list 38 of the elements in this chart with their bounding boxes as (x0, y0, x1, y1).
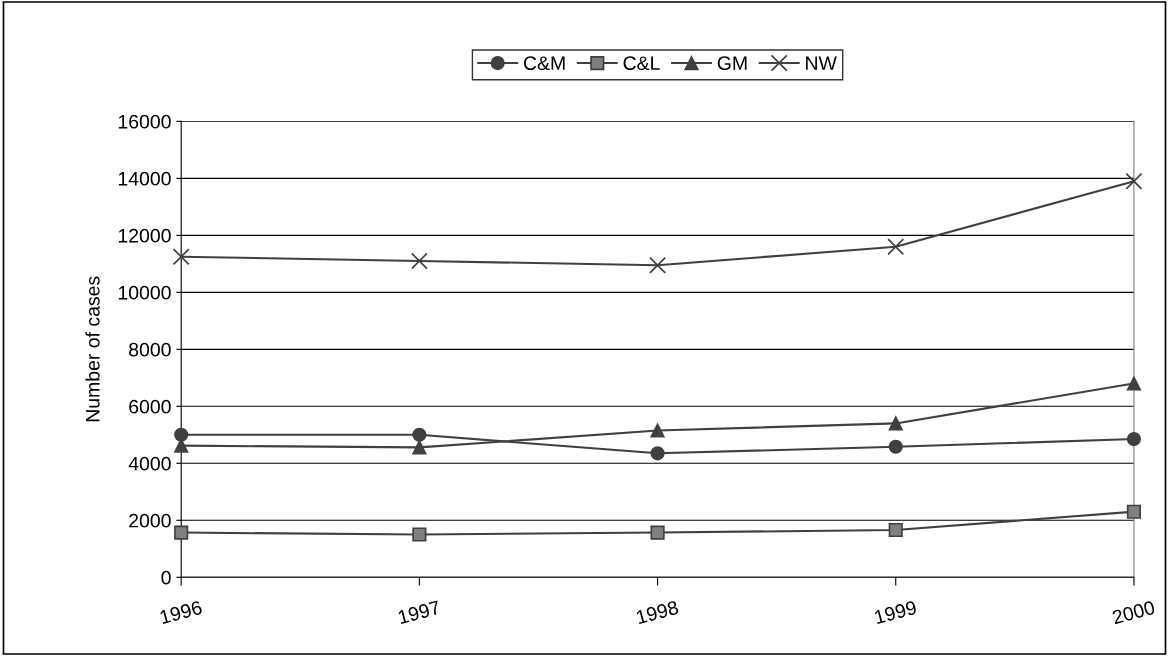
x-tick-label: 1999 (874, 600, 918, 625)
point (650, 423, 665, 438)
x-tick-label: 1997 (397, 600, 441, 625)
point (650, 525, 665, 540)
point (172, 248, 190, 266)
point (1125, 172, 1143, 190)
point (412, 440, 427, 455)
point (1126, 504, 1142, 519)
point (888, 439, 903, 454)
legend-label: C&M (523, 56, 565, 71)
y-tick-label: 4000 (128, 456, 171, 471)
point (174, 427, 189, 442)
x-tick-label: 1996 (159, 600, 203, 625)
y-tick-label: 6000 (129, 399, 171, 414)
y-tick-label: 16000 (118, 114, 171, 129)
point (888, 416, 903, 431)
point (412, 427, 427, 442)
point (174, 525, 189, 540)
y-tick-label: 8000 (129, 342, 171, 357)
legend-label: C&L (623, 56, 660, 71)
point (410, 252, 428, 270)
point (412, 527, 427, 542)
y-tick-label: 10000 (118, 285, 171, 300)
legend-label: NW (806, 56, 837, 70)
point (1126, 431, 1142, 447)
point (649, 256, 667, 274)
point (888, 522, 903, 538)
point (650, 446, 665, 461)
y-tick-label: 2000 (129, 513, 171, 528)
y-tick-label: 0 (161, 570, 171, 585)
y-tick-label: 14000 (118, 171, 171, 186)
y-axis-title: Number of cases (85, 276, 100, 422)
x-tick-label: 1998 (635, 600, 679, 625)
x-tick-label: 2000 (1111, 600, 1156, 625)
point (1126, 376, 1142, 391)
point (887, 238, 905, 256)
legend-label: GM (717, 56, 747, 71)
y-tick-label: 12000 (118, 228, 171, 243)
